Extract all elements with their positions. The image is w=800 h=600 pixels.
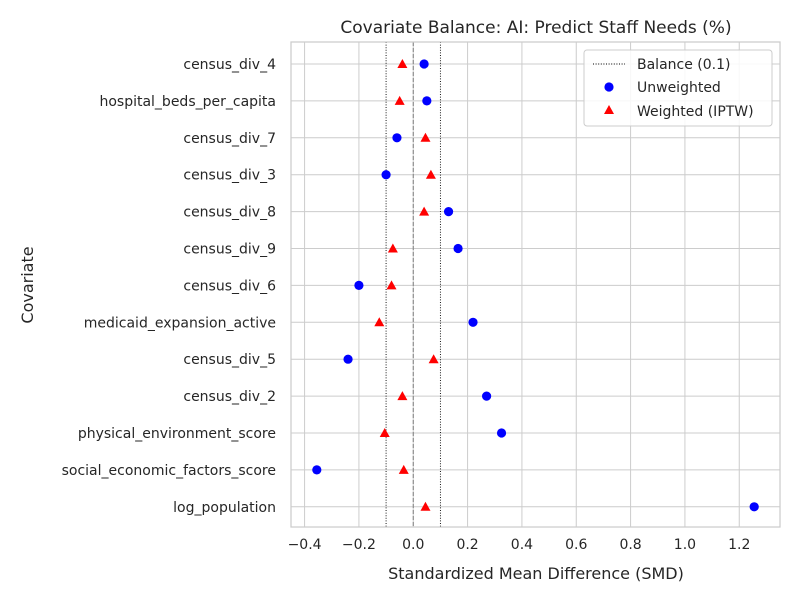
- y-tick-label: census_div_6: [183, 278, 276, 294]
- x-tick-label: 0.8: [619, 537, 641, 553]
- legend-unweighted-marker: [604, 82, 614, 92]
- weighted-point: [398, 464, 409, 474]
- x-axis-label: Standardized Mean Difference (SMD): [388, 564, 684, 583]
- unweighted-point: [354, 280, 364, 290]
- weighted-point: [397, 391, 408, 401]
- weighted-point: [428, 354, 439, 364]
- y-tick-label: census_div_5: [183, 352, 276, 368]
- data-points: [312, 59, 759, 512]
- y-axis-label: Covariate: [18, 246, 37, 323]
- unweighted-point: [419, 59, 429, 69]
- chart-title: Covariate Balance: AI: Predict Staff Nee…: [340, 18, 731, 38]
- weighted-point: [425, 169, 436, 179]
- y-tick-label: census_div_4: [183, 57, 276, 73]
- x-tick-label: −0.4: [288, 537, 322, 553]
- weighted-point: [420, 132, 431, 142]
- weighted-point: [386, 280, 397, 290]
- legend-weighted-label: Weighted (IPTW): [637, 104, 754, 120]
- unweighted-point: [453, 243, 463, 254]
- x-tick-label: 0.6: [565, 537, 587, 553]
- x-tick-label: 0.4: [511, 537, 533, 553]
- y-tick-label: physical_environment_score: [78, 426, 276, 442]
- legend-balance-label: Balance (0.1): [637, 57, 730, 73]
- x-tick-label: 1.0: [674, 537, 696, 553]
- weighted-point: [394, 95, 405, 105]
- x-tick-label: −0.2: [342, 537, 376, 553]
- unweighted-point: [392, 133, 402, 143]
- unweighted-point: [468, 317, 478, 327]
- weighted-point: [397, 59, 408, 68]
- x-tick-labels: −0.4 −0.2 0.0 0.2 0.4 0.6 0.8 1.0 1.2: [288, 537, 751, 553]
- y-tick-label: hospital_beds_per_capita: [99, 94, 276, 110]
- y-tick-labels: census_div_4 hospital_beds_per_capitacens…: [62, 57, 276, 516]
- weighted-point: [387, 243, 398, 253]
- legend-box: [583, 49, 773, 127]
- y-tick-label: census_div_2: [183, 389, 276, 405]
- unweighted-point: [482, 391, 492, 401]
- y-tick-label: social_economic_factors_score: [62, 463, 276, 479]
- legend: Balance (0.1) Unweighted Weighted (IPTW): [583, 49, 773, 127]
- legend-weighted-marker: [604, 105, 614, 114]
- reference-lines: [385, 42, 441, 527]
- unweighted-point: [749, 502, 759, 512]
- x-tick-label: 1.2: [728, 537, 750, 553]
- y-tick-label: medicaid_expansion_active: [84, 315, 276, 331]
- unweighted-point: [312, 465, 322, 475]
- unweighted-point: [443, 207, 454, 217]
- x-tick-label: 0.2: [456, 537, 478, 553]
- y-tick-label: census_div_3: [183, 168, 276, 184]
- unweighted-point: [496, 428, 507, 438]
- weighted-point: [379, 428, 390, 437]
- weighted-point: [419, 206, 430, 216]
- y-tick-label: log_population: [173, 500, 276, 516]
- unweighted-point: [343, 354, 353, 364]
- unweighted-point: [381, 170, 391, 180]
- weighted-point: [374, 317, 385, 327]
- plot-frame: [290, 41, 781, 528]
- y-tick-label: census_div_9: [183, 242, 276, 258]
- unweighted-point: [422, 96, 432, 106]
- x-tick-label: 0.0: [402, 537, 424, 553]
- y-tick-label: census_div_7: [183, 131, 276, 147]
- y-tick-label: census_div_8: [183, 205, 276, 221]
- weighted-point: [420, 501, 431, 511]
- legend-unweighted-label: Unweighted: [637, 80, 721, 96]
